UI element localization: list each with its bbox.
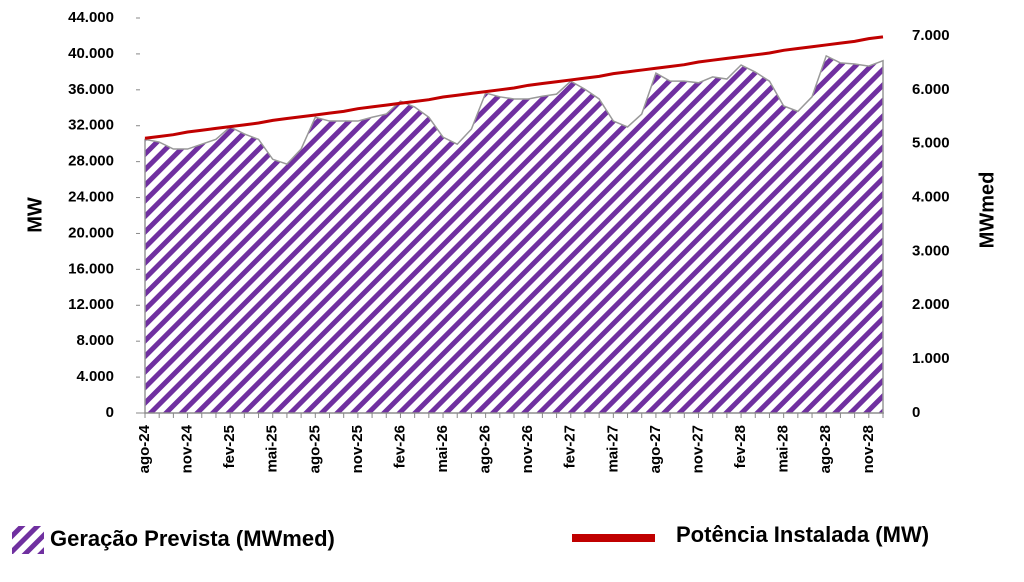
x-tick-label: ago-24 (136, 424, 153, 473)
x-tick-label: ago-28 (817, 425, 834, 473)
y2-tick-label: 7.000 (912, 27, 950, 44)
x-tick-label: nov-26 (519, 425, 536, 473)
x-tick-label: nov-24 (179, 424, 196, 473)
y-tick-label: 16.000 (68, 260, 114, 277)
y-tick-label: 0 (106, 404, 114, 421)
x-tick-label: fev-26 (391, 425, 408, 468)
y2-tick-label: 1.000 (912, 350, 950, 367)
y-tick-label: 40.000 (68, 45, 114, 62)
x-tick-label: ago-26 (477, 425, 494, 473)
x-tick-label: mai-26 (434, 425, 451, 473)
legend-swatch (12, 526, 44, 554)
y2-tick-label: 0 (912, 404, 920, 421)
y-tick-label: 24.000 (68, 189, 114, 206)
y-tick-label: 32.000 (68, 117, 114, 134)
x-tick-label: nov-25 (349, 425, 366, 473)
x-tick-label: mai-27 (604, 425, 621, 473)
x-tick-label: mai-28 (775, 425, 792, 473)
y-tick-label: 36.000 (68, 81, 114, 98)
x-tick-label: ago-25 (306, 425, 323, 473)
x-tick-label: fev-25 (221, 425, 238, 468)
line (144, 35, 884, 140)
area (144, 54, 884, 414)
y2-tick-label: 5.000 (912, 135, 950, 152)
legend-label: Potência Instalada (MW) (676, 522, 929, 547)
x-tick-label: nov-27 (689, 425, 706, 473)
y2-tick-label: 3.000 (912, 242, 950, 259)
x-tick-label: ago-27 (647, 425, 664, 473)
legend-label: Geração Prevista (MWmed) (50, 526, 335, 551)
x-tick-label: fev-28 (732, 425, 749, 468)
x-tick-label: fev-27 (562, 425, 579, 468)
y-tick-label: 4.000 (76, 368, 114, 385)
y-tick-label: 44.000 (68, 9, 114, 26)
y-tick-label: 12.000 (68, 296, 114, 313)
x-tick-label: nov-28 (860, 425, 877, 473)
y2-tick-label: 6.000 (912, 81, 950, 98)
y2-axis-title: MWmed (976, 172, 998, 249)
x-tick-label: mai-25 (264, 425, 281, 473)
y2-tick-label: 4.000 (912, 189, 950, 206)
y2-tick-label: 2.000 (912, 296, 950, 313)
y-tick-label: 28.000 (68, 153, 114, 170)
y-tick-label: 8.000 (76, 332, 114, 349)
y-tick-label: 20.000 (68, 224, 114, 241)
y-axis-title: MW (24, 197, 46, 233)
